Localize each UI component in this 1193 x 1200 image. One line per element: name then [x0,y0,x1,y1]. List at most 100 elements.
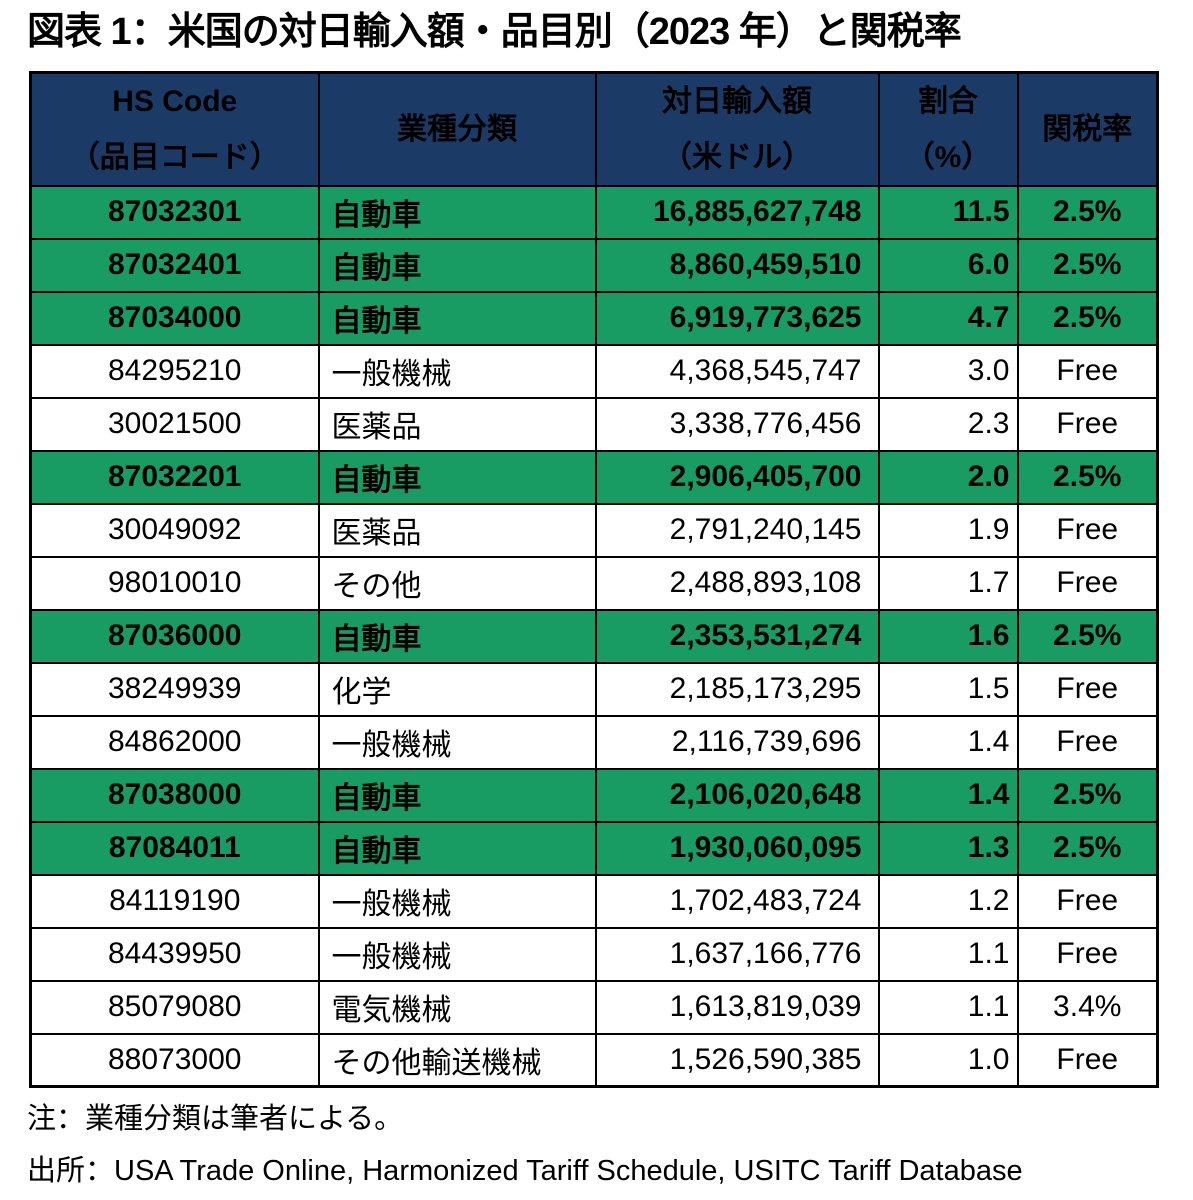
tariff-cell: 3.4% [1016,979,1159,1035]
share-cell: 1.0 [877,1032,1019,1088]
category-cell: 自動車 [317,608,597,664]
import-value-cell: 2,906,405,700 [594,449,880,505]
source-note: 出所：USA Trade Online, Harmonized Tariff S… [27,1155,1023,1188]
import-value-cell: 2,353,531,274 [594,608,880,664]
import-value-cell: 4,368,545,747 [594,343,880,399]
table-row: 84295210 一般機械 4,368,545,747 3.0 Free [29,343,1159,399]
hs-code-cell: 87084011 [29,820,320,876]
tariff-cell: 2.5% [1016,290,1159,346]
import-value-cell: 16,885,627,748 [594,184,880,240]
category-cell: 自動車 [317,767,597,823]
hs-code-cell: 98010010 [29,555,320,611]
tariff-cell: Free [1016,396,1159,452]
col-header-tariff-line1: 関税率 [1042,112,1133,146]
import-value-cell: 1,637,166,776 [594,926,880,982]
tariff-cell: Free [1016,926,1159,982]
table-row: 84119190 一般機械 1,702,483,724 1.2 Free [29,873,1159,929]
tariff-cell: Free [1016,502,1159,558]
table-body: 87032301 自動車 16,885,627,748 11.5 2.5% 8703240… [29,184,1159,1088]
category-cell: 一般機械 [317,873,597,929]
share-cell: 1.1 [877,926,1019,982]
category-cell: 自動車 [317,290,597,346]
import-value-cell: 2,106,020,648 [594,767,880,823]
hs-code-cell: 88073000 [29,1032,320,1088]
import-value-cell: 2,116,739,696 [594,714,880,770]
table-row: 87032201 自動車 2,906,405,700 2.0 2.5% [29,449,1159,505]
share-cell: 3.0 [877,343,1019,399]
tariff-cell: 2.5% [1016,237,1159,293]
tariff-cell: 2.5% [1016,184,1159,240]
category-cell: 自動車 [317,237,597,293]
table-row: 98010010 その他 2,488,893,108 1.7 Free [29,555,1159,611]
col-header-import-value: 対日輸入額 （米ドル） [594,71,880,187]
tariff-table: HS Code （品目コード） 業種分類 対日輸入額 （米ドル） 割合 （%） … [29,71,1159,1089]
table-row: 84862000 一般機械 2,116,739,696 1.4 Free [29,714,1159,770]
import-value-cell: 6,919,773,625 [594,290,880,346]
hs-code-cell: 87036000 [29,608,320,664]
table-row: 30021500 医薬品 3,338,776,456 2.3 Free [29,396,1159,452]
category-cell: 医薬品 [317,502,597,558]
hs-code-cell: 84862000 [29,714,320,770]
tariff-cell: Free [1016,873,1159,929]
table-row: 85079080 電気機械 1,613,819,039 1.1 3.4% [29,979,1159,1035]
tariff-cell: Free [1016,1032,1159,1088]
import-value-cell: 1,613,819,039 [594,979,880,1035]
col-header-share-line1: 割合 [918,84,978,118]
import-value-cell: 2,791,240,145 [594,502,880,558]
col-header-category-line1: 業種分類 [397,112,517,146]
category-cell: 自動車 [317,820,597,876]
category-cell: その他輸送機械 [317,1032,597,1088]
col-header-hs-code: HS Code （品目コード） [29,71,320,187]
table-row: 87036000 自動車 2,353,531,274 1.6 2.5% [29,608,1159,664]
col-header-share-line2: （%） [904,140,992,174]
category-cell: 自動車 [317,449,597,505]
col-header-category: 業種分類 [317,71,597,187]
category-cell: 一般機械 [317,343,597,399]
hs-code-cell: 30049092 [29,502,320,558]
tariff-cell: 2.5% [1016,767,1159,823]
tariff-cell: Free [1016,714,1159,770]
share-cell: 1.2 [877,873,1019,929]
hs-code-cell: 87032201 [29,449,320,505]
category-cell: 自動車 [317,184,597,240]
tariff-cell: Free [1016,661,1159,717]
hs-code-cell: 30021500 [29,396,320,452]
import-value-cell: 1,526,590,385 [594,1032,880,1088]
share-cell: 1.6 [877,608,1019,664]
table-row: 84439950 一般機械 1,637,166,776 1.1 Free [29,926,1159,982]
hs-code-cell: 38249939 [29,661,320,717]
col-header-hs-code-line1: HS Code [112,84,238,118]
import-value-cell: 3,338,776,456 [594,396,880,452]
share-cell: 1.4 [877,714,1019,770]
classification-note: 注：業種分類は筆者による。 [27,1103,404,1136]
tariff-cell: 2.5% [1016,608,1159,664]
table-row: 87084011 自動車 1,930,060,095 1.3 2.5% [29,820,1159,876]
col-header-share: 割合 （%） [877,71,1019,187]
share-cell: 1.3 [877,820,1019,876]
import-value-cell: 2,185,173,295 [594,661,880,717]
hs-code-cell: 87038000 [29,767,320,823]
col-header-import-value-line1: 対日輸入額 [662,84,812,118]
share-cell: 1.9 [877,502,1019,558]
table-row: 30049092 医薬品 2,791,240,145 1.9 Free [29,502,1159,558]
category-cell: その他 [317,555,597,611]
footnotes: 注：業種分類は筆者による。 出所：USA Trade Online, Harmo… [27,1098,1193,1192]
category-cell: 医薬品 [317,396,597,452]
import-value-cell: 2,488,893,108 [594,555,880,611]
share-cell: 11.5 [877,184,1019,240]
header-row: HS Code （品目コード） 業種分類 対日輸入額 （米ドル） 割合 （%） … [29,71,1159,187]
table-row: 88073000 その他輸送機械 1,526,590,385 1.0 Free [29,1032,1159,1088]
col-header-import-value-line2: （米ドル） [662,140,812,174]
hs-code-cell: 87032401 [29,237,320,293]
category-cell: 電気機械 [317,979,597,1035]
figure-title: 図表 1：米国の対日輸入額・品目別（2023 年）と関税率 [27,11,962,53]
share-cell: 1.7 [877,555,1019,611]
category-cell: 一般機械 [317,714,597,770]
tariff-cell: Free [1016,555,1159,611]
hs-code-cell: 84295210 [29,343,320,399]
table-row: 87038000 自動車 2,106,020,648 1.4 2.5% [29,767,1159,823]
import-value-cell: 1,702,483,724 [594,873,880,929]
share-cell: 2.3 [877,396,1019,452]
hs-code-cell: 84119190 [29,873,320,929]
